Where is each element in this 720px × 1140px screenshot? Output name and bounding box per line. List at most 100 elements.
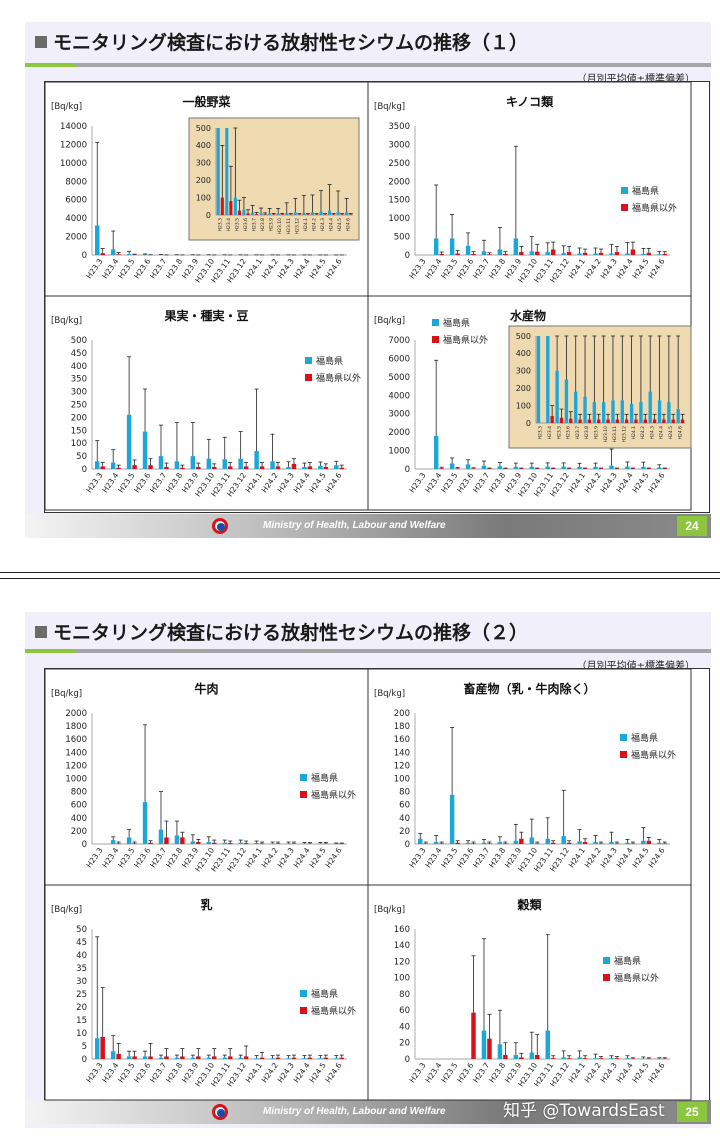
unit-label: [Bq/kg]	[374, 689, 405, 699]
bar-other	[423, 843, 428, 844]
legend-swatch-fukushima	[621, 187, 628, 194]
inset-x-tick-label: H23.11	[612, 426, 618, 442]
bar-fukushima	[609, 465, 614, 469]
y-tick-label: 500	[71, 336, 87, 346]
bar-fukushima	[142, 802, 148, 844]
y-tick-label: 400	[516, 349, 531, 358]
bar-fukushima	[286, 843, 291, 844]
bar-other	[255, 214, 259, 215]
bar-other	[259, 466, 265, 469]
y-tick-label: 200	[71, 413, 87, 423]
bar-fukushima	[641, 253, 646, 255]
inset-x-tick-label: H23.11	[286, 218, 292, 234]
bar-other	[646, 252, 652, 255]
bar-other	[340, 214, 344, 215]
bar-fukushima	[625, 1058, 630, 1059]
inset-x-tick-label: H24.6	[346, 218, 352, 232]
bar-fukushima	[593, 466, 598, 469]
bar-other	[289, 214, 293, 215]
bar-fukushima	[625, 253, 630, 255]
bar-other	[662, 419, 666, 423]
inset-x-tick-label: H23.10	[277, 218, 283, 234]
panel-border	[44, 884, 369, 1101]
bar-other	[100, 466, 105, 469]
chart-title: 乳	[200, 897, 212, 912]
bar-fukushima	[158, 1057, 164, 1059]
y-tick-label: 45	[76, 938, 87, 948]
y-tick-label: 3500	[388, 122, 410, 132]
footer-bar: Ministry of Health, Labour and Welfare 2…	[25, 1100, 711, 1124]
bar-fukushima	[242, 209, 246, 215]
y-tick-label: 1000	[65, 774, 87, 784]
bar-fukushima	[286, 466, 291, 469]
bar-other	[237, 210, 241, 215]
slide-title: モニタリング検査における放射性セシウムの推移（１）	[35, 28, 528, 55]
y-tick-label: 2000	[65, 709, 87, 719]
bar-other	[652, 419, 657, 423]
bar-other	[671, 419, 675, 423]
y-tick-label: 1500	[388, 196, 410, 206]
y-tick-label: 100	[394, 774, 410, 784]
bar-other	[306, 214, 310, 215]
y-tick-label: 140	[394, 748, 410, 758]
bar-other	[662, 253, 667, 255]
legend-swatch-other	[300, 1007, 307, 1014]
bar-other	[280, 214, 284, 215]
inset-x-tick-label: H23.8	[584, 426, 590, 440]
stats-note: （月別平均値±標準偏差）	[576, 74, 695, 85]
bar-fukushima	[206, 458, 212, 469]
legend-label: 福島県以外	[311, 1005, 356, 1017]
y-tick-label: 2000	[388, 177, 410, 187]
bar-fukushima	[302, 1058, 307, 1059]
legend-label: 福島県	[614, 955, 641, 967]
unit-label: [Bq/kg]	[51, 905, 82, 915]
bar-fukushima	[110, 1051, 116, 1059]
y-tick-label: 600	[71, 801, 87, 811]
bar-other	[164, 1056, 169, 1059]
bar-other	[550, 249, 556, 255]
bar-fukushima	[285, 213, 289, 215]
y-tick-label: 200	[196, 176, 211, 185]
bar-fukushima	[577, 1057, 582, 1059]
bar-other	[582, 252, 588, 255]
bar-other	[272, 214, 276, 215]
bar-other	[243, 466, 249, 469]
title-square-icon	[35, 36, 47, 48]
bar-fukushima	[609, 1058, 614, 1059]
chart-title: 穀類	[517, 897, 542, 912]
legend-swatch-fukushima	[432, 319, 439, 326]
bar-other	[132, 843, 137, 844]
y-tick-label: 50	[76, 452, 87, 462]
bar-fukushima	[302, 212, 306, 215]
bar-other	[196, 842, 201, 844]
page-separator-2	[0, 578, 720, 579]
bar-other	[227, 466, 233, 469]
bar-fukushima	[259, 213, 263, 215]
bar-other	[243, 843, 249, 844]
title-underline	[25, 649, 75, 653]
bar-fukushima	[302, 843, 307, 844]
bar-fukushima	[254, 843, 259, 844]
legend-swatch-other	[305, 374, 312, 381]
bar-fukushima	[497, 466, 503, 469]
y-tick-label: 300	[71, 388, 87, 398]
legend-label: 福島県	[632, 185, 659, 197]
bar-fukushima	[629, 403, 634, 423]
bar-fukushima	[158, 456, 164, 469]
bar-fukushima	[126, 254, 132, 255]
legend-swatch-fukushima	[603, 957, 610, 964]
bar-fukushima	[254, 1058, 259, 1059]
bar-fukushima	[657, 467, 662, 469]
bar-fukushima	[318, 1058, 323, 1059]
bar-fukushima	[497, 842, 503, 844]
inset-x-tick-label: H23.4	[547, 426, 553, 440]
bar-other	[275, 1057, 281, 1059]
y-tick-label: 15	[76, 1016, 87, 1026]
y-tick-label: 0	[82, 840, 87, 850]
bar-other	[598, 1058, 604, 1059]
y-tick-label: 40	[76, 951, 87, 961]
y-tick-label: 200	[394, 709, 410, 719]
bar-fukushima	[592, 402, 597, 423]
inset-x-tick-label: H23.7	[575, 426, 581, 440]
bar-other	[439, 843, 444, 844]
